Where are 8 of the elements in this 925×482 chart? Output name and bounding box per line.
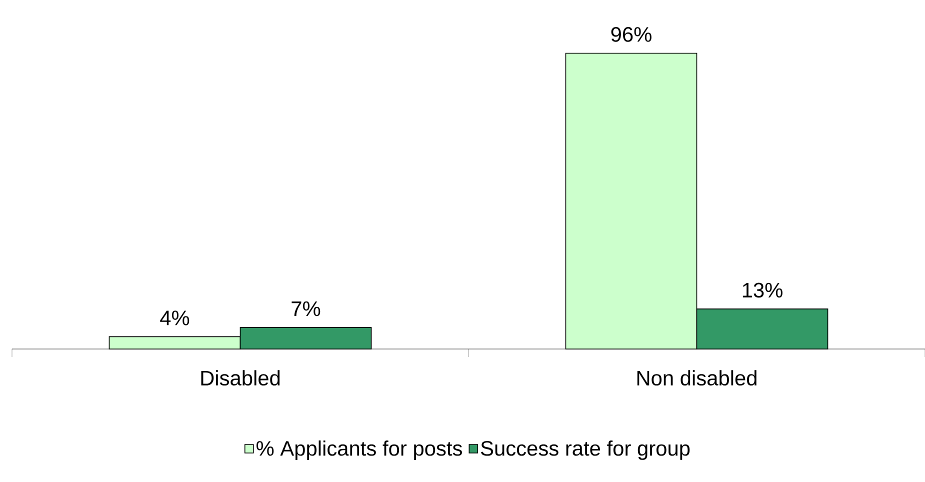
data-label: 4% xyxy=(160,310,190,326)
data-label: 7% xyxy=(292,301,320,316)
data-label: 96% xyxy=(611,27,652,42)
legend-label: Success rate for group xyxy=(481,440,690,460)
legend-label: % Applicants for posts xyxy=(256,440,462,460)
x-tick-label: Non disabled xyxy=(637,370,756,386)
data-label: 13% xyxy=(742,282,782,298)
x-tick-label: Disabled xyxy=(201,370,280,386)
